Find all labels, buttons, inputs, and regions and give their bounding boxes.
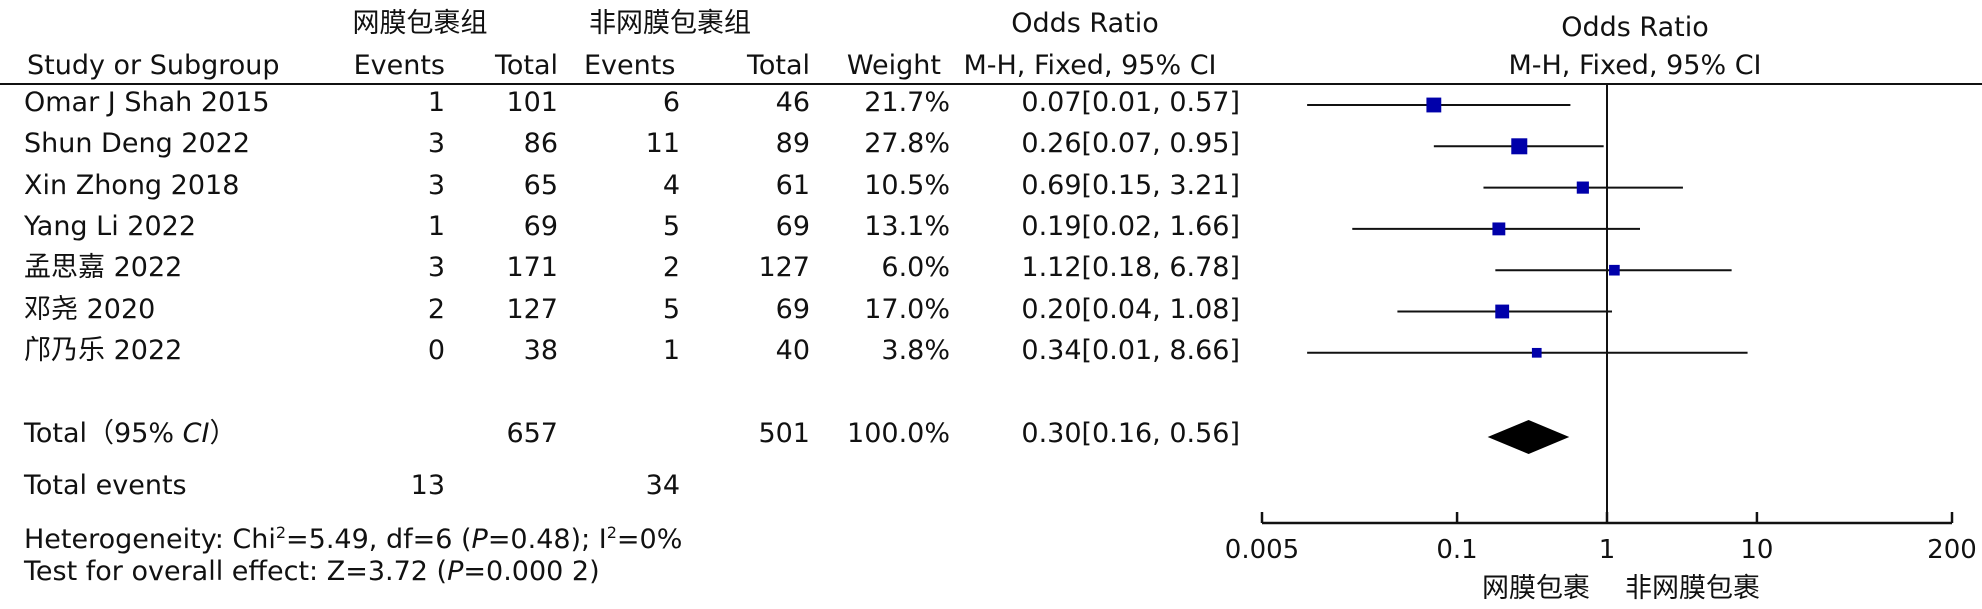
study-total2: 89 [775, 128, 810, 160]
study-total1: 38 [523, 334, 558, 366]
study-total1: 69 [523, 210, 558, 242]
study-ci-text: 0.34[0.01, 8.66] [1021, 334, 1240, 366]
study-total1: 86 [523, 128, 558, 160]
or-column-title: Odds Ratio [1011, 8, 1159, 39]
total-weight: 100.0% [847, 418, 950, 449]
study-events1: 3 [427, 128, 445, 160]
study-total2: 46 [775, 87, 810, 118]
study-name: Xin Zhong 2018 [24, 169, 240, 201]
study-weight: 6.0% [881, 252, 950, 284]
pooled-diamond [1487, 420, 1570, 454]
study-events1: 1 [427, 87, 445, 118]
study-events1: 0 [427, 334, 445, 366]
study-total1: 171 [506, 252, 558, 284]
study-events2: 6 [662, 87, 680, 118]
study-events1: 3 [427, 252, 445, 284]
study-events2: 2 [662, 252, 680, 284]
x-axis-tick-label: 10 [1740, 535, 1773, 565]
study-name: Omar J Shah 2015 [24, 87, 270, 118]
study-name: Yang Li 2022 [24, 210, 196, 242]
study-events2: 11 [645, 128, 680, 160]
study-ci-text: 0.07[0.01, 0.57] [1021, 87, 1240, 118]
heterogeneity-text: Heterogeneity: Chi2=5.49, df=6 (P=0.48);… [24, 523, 683, 555]
study-name: 邓尧 2020 [24, 293, 156, 325]
group1-header: 网膜包裹组 [352, 8, 488, 39]
header-rule [0, 83, 1982, 85]
study-events2: 1 [662, 334, 680, 366]
col-events2-header: Events [584, 50, 676, 81]
study-events2: 5 [662, 293, 680, 325]
study-marker [1531, 347, 1542, 358]
study-total2: 69 [775, 210, 810, 242]
study-total1: 65 [523, 169, 558, 201]
plot-method-header: M-H, Fixed, 95% CI [1508, 50, 1762, 81]
study-name: 孟思嘉 2022 [24, 252, 183, 284]
study-weight: 27.8% [864, 128, 950, 160]
col-total2-header: Total [746, 50, 810, 81]
x-axis-tick-label: 200 [1927, 535, 1977, 565]
axis-footer-left: 网膜包裹 [1482, 573, 1590, 604]
study-name: Shun Deng 2022 [24, 128, 251, 160]
study-total2: 61 [775, 169, 810, 201]
study-total2: 127 [758, 252, 810, 284]
study-marker [1492, 222, 1506, 236]
study-events1: 2 [427, 293, 445, 325]
total-label: Total（95% CI） [24, 418, 237, 449]
study-ci-text: 0.19[0.02, 1.66] [1021, 210, 1240, 242]
plot-title: Odds Ratio [1561, 12, 1709, 43]
study-ci-text: 1.12[0.18, 6.78] [1021, 252, 1240, 284]
group2-header: 非网膜包裹组 [589, 8, 751, 39]
study-weight: 13.1% [864, 210, 950, 242]
study-events2: 4 [662, 169, 680, 201]
x-axis-tick-label: 0.005 [1225, 535, 1299, 565]
study-events2: 5 [662, 210, 680, 242]
col-events1-header: Events [353, 50, 445, 81]
or-method-header: M-H, Fixed, 95% CI [963, 50, 1217, 81]
study-ci-text: 0.69[0.15, 3.21] [1021, 169, 1240, 201]
study-total2: 69 [775, 293, 810, 325]
total-total1: 657 [506, 418, 558, 449]
study-marker [1576, 181, 1589, 194]
study-weight: 10.5% [864, 169, 950, 201]
total-ci-text: 0.30[0.16, 0.56] [1021, 418, 1240, 449]
total-total2: 501 [758, 418, 810, 449]
study-ci-text: 0.26[0.07, 0.95] [1021, 128, 1240, 160]
x-axis-tick-label: 0.1 [1436, 535, 1477, 565]
study-weight: 3.8% [881, 334, 950, 366]
study-total1: 101 [506, 87, 558, 118]
study-weight: 21.7% [864, 87, 950, 118]
study-events1: 1 [427, 210, 445, 242]
total-events1: 13 [410, 470, 445, 501]
study-marker [1609, 264, 1620, 276]
study-total2: 40 [775, 334, 810, 366]
study-name: 邝乃乐 2022 [24, 334, 183, 366]
axis-footer-right: 非网膜包裹 [1625, 573, 1760, 604]
col-weight-header: Weight [846, 50, 941, 81]
study-ci-text: 0.20[0.04, 1.08] [1021, 293, 1240, 325]
study-total1: 127 [506, 293, 558, 325]
col-study-header: Study or Subgroup [27, 50, 280, 81]
total-events2: 34 [645, 470, 680, 501]
col-total1-header: Total [494, 50, 558, 81]
study-marker [1511, 138, 1528, 155]
total-events-label: Total events [24, 470, 187, 501]
study-events1: 3 [427, 169, 445, 201]
study-marker [1495, 304, 1510, 319]
overall-effect-text: Test for overall effect: Z=3.72 (P=0.000… [24, 556, 600, 587]
x-axis-tick-label: 1 [1599, 535, 1616, 565]
study-weight: 17.0% [864, 293, 950, 325]
study-marker [1426, 97, 1442, 113]
